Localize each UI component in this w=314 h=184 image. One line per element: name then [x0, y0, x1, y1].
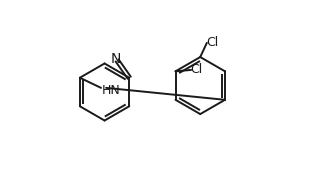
- Text: HN: HN: [102, 84, 121, 97]
- Text: N: N: [111, 52, 121, 66]
- Text: Cl: Cl: [206, 36, 218, 49]
- Text: Cl: Cl: [190, 63, 203, 76]
